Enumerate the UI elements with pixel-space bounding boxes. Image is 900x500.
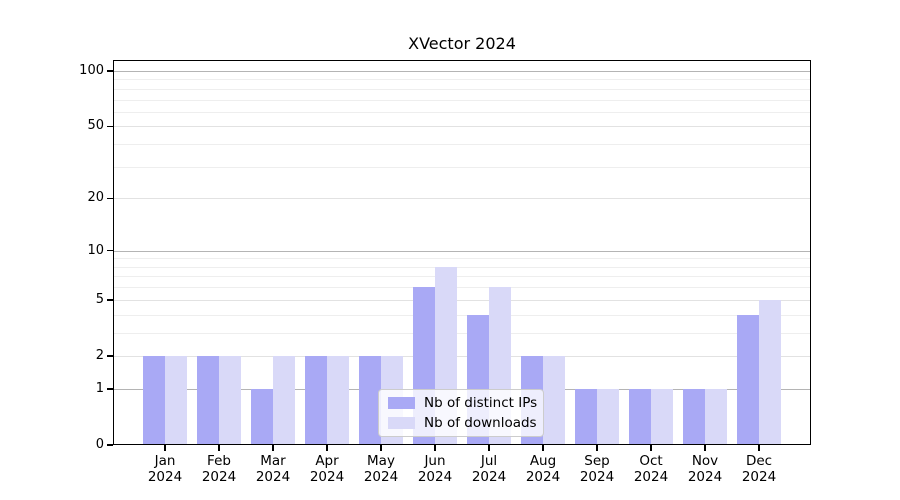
x-tick: [434, 445, 436, 451]
bar-downloads: [165, 355, 187, 445]
bar-distinct-ips: [143, 355, 165, 445]
bar-distinct-ips: [737, 314, 759, 445]
y-tick-label: 100: [79, 63, 104, 78]
bar-downloads: [651, 388, 673, 445]
x-tick: [542, 445, 544, 451]
bar-downloads: [705, 388, 727, 445]
bar-distinct-ips: [251, 388, 273, 445]
gridline-minor: [113, 88, 811, 90]
bar-distinct-ips: [197, 355, 219, 445]
x-tick: [488, 445, 490, 451]
x-tick: [218, 445, 220, 451]
bar-downloads: [759, 299, 781, 445]
gridline-minor: [113, 111, 811, 113]
x-tick-label: Dec 2024: [741, 453, 777, 485]
gridline-5: [113, 299, 811, 301]
x-tick-label: Jul 2024: [471, 453, 507, 485]
legend-item-downloads: Nb of downloads: [388, 415, 537, 431]
y-tick-label: 2: [95, 347, 104, 363]
bar-downloads: [543, 355, 565, 445]
gridline-minor: [113, 79, 811, 81]
gridline-minor: [113, 276, 811, 278]
y-tick-label: 1: [95, 380, 104, 396]
y-tick: [107, 299, 113, 301]
x-tick: [326, 445, 328, 451]
x-tick-label: Jun 2024: [417, 453, 453, 485]
y-tick: [107, 249, 113, 252]
y-tick: [107, 70, 113, 72]
x-tick-label: Jan 2024: [147, 453, 183, 485]
chart-title: XVector 2024: [408, 34, 516, 53]
gridline-2: [113, 355, 811, 357]
y-tick-label: 0: [95, 437, 104, 452]
x-tick-label: Aug 2024: [525, 453, 561, 485]
y-tick: [107, 444, 113, 446]
legend-swatch-distinct-ips: [388, 397, 415, 409]
bar-distinct-ips: [683, 388, 705, 445]
y-tick: [107, 125, 113, 128]
bar-downloads: [273, 355, 295, 445]
gridline-minor: [113, 144, 811, 146]
x-tick-label: Feb 2024: [201, 453, 237, 485]
bar-distinct-ips: [629, 388, 651, 445]
y-tick-label: 10: [87, 242, 104, 258]
legend: Nb of distinct IPs Nb of downloads: [378, 389, 544, 437]
x-tick: [650, 445, 652, 451]
bar-downloads: [597, 388, 619, 445]
legend-item-distinct-ips: Nb of distinct IPs: [388, 395, 538, 411]
y-tick-label: 20: [87, 190, 104, 206]
bar-distinct-ips: [359, 355, 381, 445]
x-tick: [380, 445, 382, 451]
legend-swatch-downloads: [388, 417, 415, 429]
x-tick-label: Apr 2024: [309, 453, 345, 485]
legend-label-distinct-ips: Nb of distinct IPs: [424, 395, 538, 411]
gridline-minor: [113, 266, 811, 268]
gridline-minor: [113, 166, 811, 168]
gridline-minor: [113, 332, 811, 334]
bar-distinct-ips: [575, 388, 597, 445]
bar-distinct-ips: [305, 355, 327, 445]
x-tick-label: Mar 2024: [255, 453, 291, 485]
y-tick-label: 5: [95, 291, 104, 307]
x-tick-label: Nov 2024: [687, 453, 723, 485]
x-tick: [704, 445, 706, 451]
gridline-100: [113, 71, 811, 72]
gridline-minor: [113, 99, 811, 101]
gridline-50: [113, 126, 811, 128]
y-tick-label: 50: [87, 118, 104, 134]
gridline-minor: [113, 314, 811, 316]
x-tick: [272, 445, 274, 451]
x-tick: [758, 445, 760, 451]
x-tick-label: Oct 2024: [633, 453, 669, 485]
x-tick-label: Sep 2024: [579, 453, 615, 485]
y-tick: [107, 388, 113, 390]
x-tick: [164, 445, 166, 451]
x-tick: [596, 445, 598, 451]
y-tick: [107, 197, 113, 200]
bar-downloads: [219, 355, 241, 445]
legend-label-downloads: Nb of downloads: [424, 415, 537, 431]
gridline-minor: [113, 258, 811, 260]
gridline-10: [113, 250, 811, 252]
y-tick: [107, 355, 113, 357]
gridline-minor: [113, 287, 811, 289]
gridline-20: [113, 198, 811, 200]
bar-downloads: [327, 355, 349, 445]
x-tick-label: May 2024: [363, 453, 399, 485]
